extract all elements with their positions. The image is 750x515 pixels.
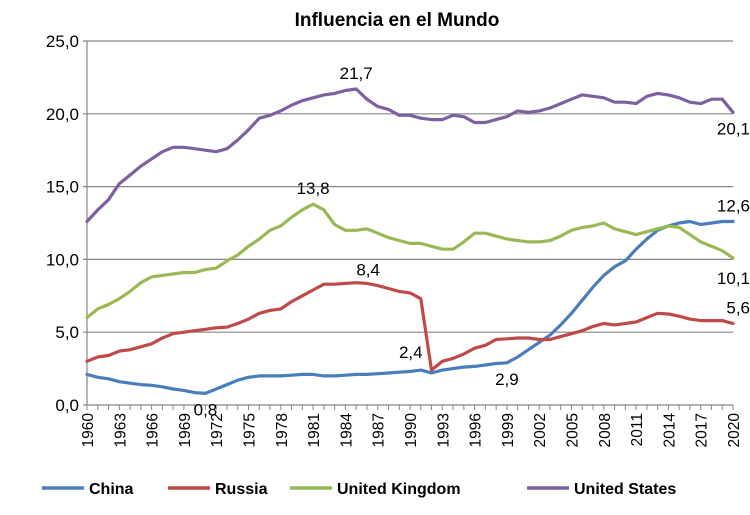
- series-line-china: [85, 219, 735, 395]
- x-tick-label: 1984: [338, 413, 355, 448]
- data-label: 5,6: [726, 298, 750, 317]
- x-tick-label: 1996: [468, 413, 485, 447]
- y-tick-label: 10,0: [46, 250, 79, 269]
- data-label: 13,8: [297, 179, 330, 198]
- series-line-united-states: [85, 87, 735, 224]
- x-tick-label: 2002: [532, 413, 549, 447]
- x-tick-label: 2014: [661, 413, 678, 448]
- x-tick-label: 1981: [306, 413, 323, 447]
- data-label: 21,7: [340, 64, 373, 83]
- x-tick-label: 1987: [371, 413, 388, 447]
- legend-label: Russia: [215, 481, 268, 498]
- data-label: 20,1: [717, 119, 750, 138]
- series-line-united-kingdom: [85, 202, 735, 320]
- x-tick-label: 1960: [80, 413, 97, 448]
- x-tick-label: 1969: [177, 413, 194, 447]
- series-line-russia: [85, 281, 735, 372]
- data-label: 12,6: [717, 197, 750, 216]
- data-label: 2,4: [399, 343, 423, 362]
- x-tick-label: 1972: [209, 413, 226, 447]
- x-tick-label: 1966: [145, 413, 162, 447]
- data-label: 0,8: [194, 400, 218, 419]
- legend-label: China: [89, 481, 134, 498]
- x-tick-label: 1999: [500, 413, 517, 447]
- x-tick-label: 2005: [565, 413, 582, 447]
- legend-label: United Kingdom: [337, 481, 461, 498]
- y-tick-label: 0,0: [55, 396, 79, 415]
- data-label: 2,9: [495, 370, 519, 389]
- x-tick-label: 2008: [597, 413, 614, 447]
- x-tick-label: 1963: [112, 413, 129, 447]
- y-tick-label: 15,0: [46, 178, 79, 197]
- x-tick-label: 1990: [403, 413, 420, 448]
- chart-title: Influencia en el Mundo: [295, 10, 500, 31]
- y-tick-label: 25,0: [46, 32, 79, 51]
- legend-label: United States: [574, 481, 676, 498]
- y-tick-label: 20,0: [46, 105, 79, 124]
- data-label: 10,1: [717, 269, 750, 288]
- x-tick-label: 1978: [274, 413, 291, 447]
- x-tick-label: 2020: [726, 413, 743, 448]
- x-tick-label: 2011: [629, 413, 646, 446]
- data-label: 8,4: [356, 261, 380, 280]
- y-tick-label: 5,0: [55, 323, 79, 342]
- x-tick-label: 1975: [242, 413, 259, 447]
- x-tick-label: 1993: [435, 413, 452, 447]
- x-tick-label: 2017: [694, 413, 711, 447]
